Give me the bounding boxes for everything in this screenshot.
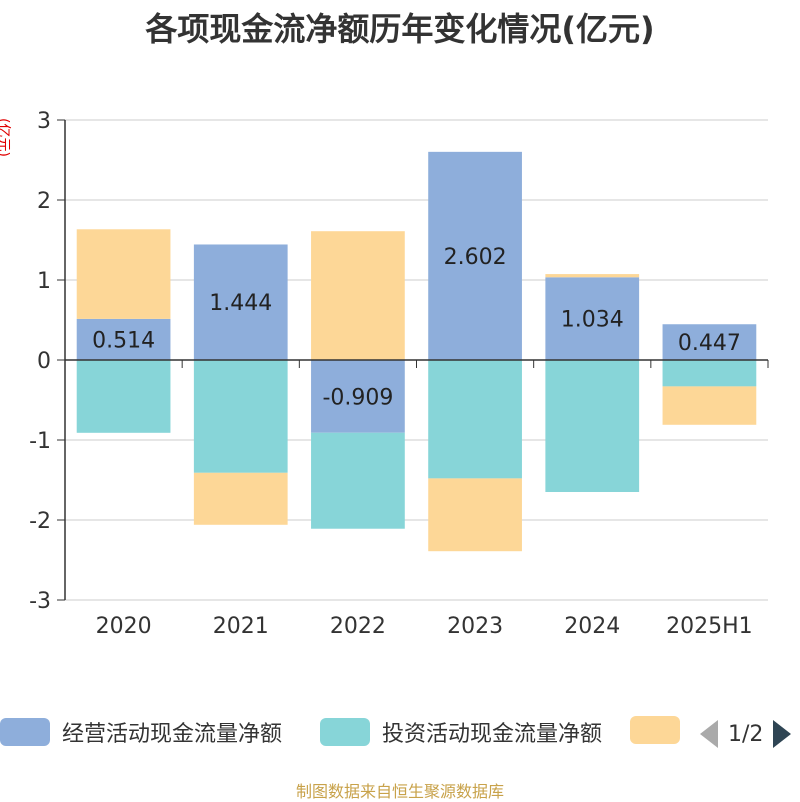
y-tick-label: 2: [37, 189, 51, 214]
bar-2024-series-1: [545, 360, 640, 492]
data-label-2022: -0.909: [322, 385, 393, 410]
legend-label-operating: 经营活动现金流量净额: [62, 722, 283, 747]
bar-2021-series-0: [193, 244, 288, 360]
x-tick-label-2022: 2022: [330, 614, 386, 639]
data-label-2023: 2.602: [444, 245, 507, 270]
bar-chart: 3 2 1 0 -1 -2 -3 0.514 2020 1.444 2021 -0.909 2022 2.…: [29, 109, 769, 639]
legend-swatch-operating: [0, 718, 50, 746]
source-note: 制图数据来自恒生聚源数据库: [295, 782, 504, 801]
bar-2022-series-0: [311, 360, 405, 433]
y-tick-label: -3: [29, 589, 51, 614]
bar-2020-series-2: [76, 229, 171, 319]
legend: 经营活动现金流量净额 投资活动现金流量净额: [0, 716, 800, 756]
y-tick-label: 1: [37, 269, 51, 294]
y-tick-label: -1: [29, 429, 51, 454]
bar-2020-series-1: [76, 360, 171, 433]
chart-title: 各项现金流净额历年变化情况(亿元): [145, 10, 655, 48]
bar-2024-series-0: [545, 277, 640, 360]
bar-2021-series-1: [193, 360, 288, 473]
bar-2024-series-2: [545, 274, 640, 278]
data-label-2021: 1.444: [209, 291, 272, 316]
x-tick-label-2021: 2021: [213, 614, 269, 639]
x-tick-label-2025H1: 2025H1: [666, 614, 753, 639]
x-tick-label-2024: 2024: [564, 614, 620, 639]
y-tick-label: 3: [37, 109, 51, 134]
bar-2025H1-series-0: [662, 324, 757, 360]
bar-2022-series-1: [311, 432, 405, 529]
legend-item-third[interactable]: [630, 716, 680, 744]
pager-next-icon[interactable]: [773, 720, 792, 748]
data-label-2020: 0.514: [92, 328, 155, 353]
legend-item-investing[interactable]: 投资活动现金流量净额: [320, 716, 602, 748]
legend-item-operating[interactable]: 经营活动现金流量净额: [0, 716, 282, 748]
y-tick-label: -2: [29, 509, 51, 534]
legend-swatch-investing: [320, 718, 370, 746]
bar-2020-series-0: [76, 318, 171, 360]
legend-pager: 1/2: [700, 720, 792, 748]
x-tick-label-2020: 2020: [96, 614, 152, 639]
y-tick-label: 0: [37, 349, 51, 374]
legend-swatch-third: [630, 716, 680, 744]
x-tick-label-2023: 2023: [447, 614, 503, 639]
bar-2023-series-2: [428, 478, 522, 552]
legend-label-investing: 投资活动现金流量净额: [382, 722, 603, 747]
bar-2025H1-series-2: [662, 386, 757, 425]
bar-2025H1-series-1: [662, 360, 757, 387]
data-label-2025H1: 0.447: [678, 331, 741, 356]
bar-2023-series-1: [428, 360, 522, 479]
bar-2021-series-2: [193, 472, 288, 525]
pager-prev-icon[interactable]: [700, 720, 718, 748]
data-label-2024: 1.034: [561, 308, 624, 333]
pager-text: 1/2: [728, 721, 764, 747]
bar-2022-series-2: [311, 231, 405, 360]
bar-2023-series-0: [428, 151, 522, 360]
